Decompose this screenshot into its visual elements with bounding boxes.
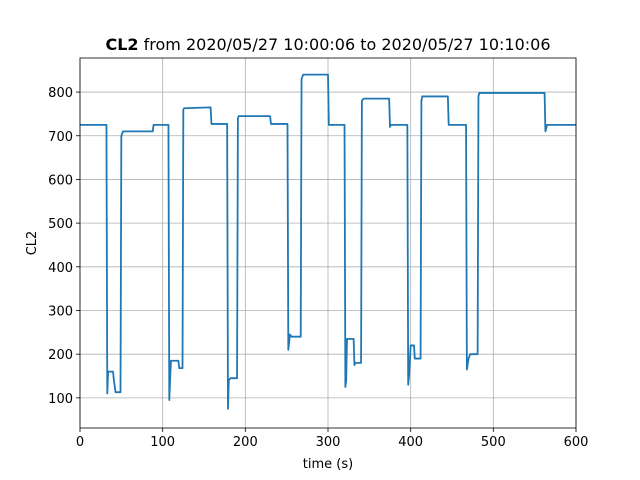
chart-title: CL2 from 2020/05/27 10:00:06 to 2020/05/…	[105, 35, 550, 54]
y-tick-label: 800	[48, 86, 73, 101]
y-tick-label: 600	[48, 173, 73, 188]
x-tick-label: 300	[316, 435, 341, 450]
y-tick-label: 700	[48, 130, 73, 145]
x-tick-label: 400	[398, 435, 423, 450]
y-tick-label: 100	[48, 392, 73, 407]
title-bold: CL2	[105, 35, 138, 54]
x-axis-label: time (s)	[303, 457, 353, 472]
x-tick-label: 500	[481, 435, 506, 450]
data-line	[80, 73, 576, 410]
y-axis-label: CL2	[25, 231, 40, 256]
plot-frame	[79, 57, 577, 429]
x-tick-label: 0	[76, 435, 84, 450]
y-tick-label: 200	[48, 348, 73, 363]
x-tick-label: 600	[564, 435, 589, 450]
y-tick-label: 300	[48, 304, 73, 319]
title-rest: from 2020/05/27 10:00:06 to 2020/05/27 1…	[144, 35, 551, 54]
y-tick-label: 400	[48, 261, 73, 276]
x-tick-label: 100	[150, 435, 175, 450]
x-tick-label: 200	[233, 435, 258, 450]
y-tick-label: 500	[48, 217, 73, 232]
